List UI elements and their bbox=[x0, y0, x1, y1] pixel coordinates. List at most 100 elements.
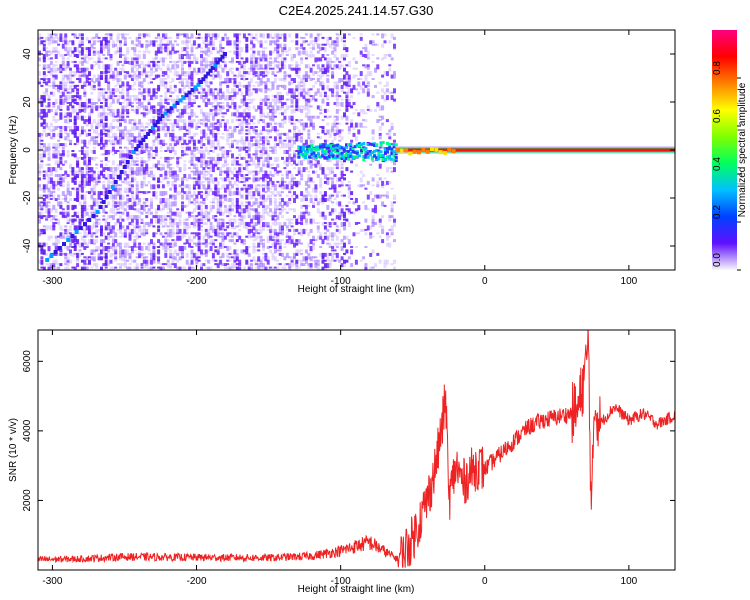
spectrogram-cell bbox=[219, 235, 223, 238]
spectrogram-cell bbox=[47, 33, 51, 37]
spectrogram-cell bbox=[207, 266, 211, 270]
spectrogram-cell bbox=[312, 95, 315, 101]
spectrogram-cell bbox=[264, 81, 268, 86]
spectrogram-cell bbox=[188, 136, 192, 139]
spectrogram-cell bbox=[288, 136, 292, 140]
spectrogram-cell bbox=[57, 84, 61, 89]
spectrogram-cell bbox=[52, 74, 56, 78]
spectrogram-cell bbox=[52, 150, 56, 154]
spectrogram-cell bbox=[314, 256, 318, 259]
spectrogram-cell bbox=[66, 64, 70, 69]
spectrogram-cell bbox=[138, 228, 142, 232]
spectrogram-cell bbox=[312, 64, 315, 67]
spectrogram-cell bbox=[78, 194, 82, 199]
spectrogram-cell bbox=[83, 102, 87, 107]
spectrogram-cell bbox=[309, 194, 313, 198]
spectrogram-cell bbox=[250, 191, 254, 194]
spectrogram-cell bbox=[223, 204, 227, 208]
spectrogram-cell bbox=[54, 67, 58, 73]
spectrogram-cell bbox=[343, 225, 346, 231]
spectrogram-cell bbox=[347, 60, 351, 64]
spectrogram-cell bbox=[262, 198, 265, 202]
spectrogram-cell bbox=[188, 201, 192, 205]
spectrogram-cell bbox=[288, 153, 292, 159]
spectrogram-cell bbox=[47, 98, 51, 101]
spectrogram-cell bbox=[228, 191, 232, 197]
spectrogram-cell bbox=[164, 235, 168, 241]
spectrogram-cell bbox=[104, 132, 108, 137]
spectrogram-cell bbox=[250, 194, 254, 200]
spectrogram-cell bbox=[176, 136, 180, 142]
spectrogram-cell bbox=[273, 78, 277, 83]
spectrogram-cell bbox=[204, 259, 208, 262]
spectrogram-cell bbox=[126, 71, 130, 75]
spectrogram-cell bbox=[152, 95, 156, 101]
spectrogram-cell bbox=[238, 60, 242, 65]
spectrogram-cell bbox=[107, 235, 111, 241]
spectrogram-cell bbox=[142, 232, 146, 237]
spectrogram-cell bbox=[104, 57, 108, 60]
spectrogram-cell bbox=[45, 88, 49, 93]
spectrogram-cell bbox=[281, 84, 284, 88]
spectrogram-cell bbox=[123, 259, 127, 265]
spectrogram-cell bbox=[245, 119, 249, 124]
spectrogram-cell bbox=[190, 91, 194, 96]
spectrogram-cell bbox=[157, 184, 161, 189]
spectrogram-cell bbox=[290, 105, 294, 108]
spectrogram-cell bbox=[130, 228, 134, 234]
spectrogram-cell bbox=[259, 50, 263, 53]
spectrogram-cell bbox=[314, 71, 318, 75]
spectrogram-cell bbox=[116, 163, 120, 167]
spectrogram-cell bbox=[304, 102, 308, 106]
spectrogram-cell bbox=[38, 208, 41, 211]
spectrogram-cell bbox=[307, 174, 311, 179]
spectrogram-cell bbox=[171, 108, 175, 113]
spectrogram-cell bbox=[104, 74, 108, 79]
spectrogram-cell bbox=[161, 84, 165, 87]
spectrogram-cell bbox=[90, 126, 94, 130]
spectrogram-cell bbox=[152, 246, 156, 249]
spectrogram-cell bbox=[126, 177, 130, 180]
spectrogram-cell bbox=[200, 67, 203, 73]
spectrogram-cell bbox=[166, 98, 170, 101]
spectrogram-cell bbox=[164, 252, 168, 258]
spectrogram-cell bbox=[207, 211, 211, 215]
spectrogram-cell bbox=[183, 122, 187, 127]
spectrogram-cell bbox=[216, 102, 220, 107]
spectrogram-cell bbox=[100, 40, 103, 46]
spectrogram-cell bbox=[71, 95, 75, 99]
spectrogram-cell bbox=[195, 122, 199, 127]
spectrogram-cell bbox=[266, 122, 270, 128]
spectrogram-cell bbox=[285, 252, 289, 258]
spectrogram-cell bbox=[59, 160, 63, 165]
spectrogram-cell bbox=[119, 266, 122, 269]
spectrogram-cell bbox=[171, 146, 175, 151]
spectrogram-cell bbox=[221, 163, 225, 168]
spectrogram-cell bbox=[64, 252, 68, 256]
spectrogram-cell bbox=[333, 136, 337, 141]
spectrogram-cell bbox=[78, 78, 82, 83]
spectrogram-cell bbox=[142, 177, 146, 181]
spectrogram-cell bbox=[40, 232, 44, 235]
spectrogram-cell bbox=[64, 266, 68, 270]
spectrogram-cell bbox=[119, 242, 122, 246]
spectrogram-cell bbox=[240, 146, 244, 151]
spectrogram-cell bbox=[66, 50, 70, 56]
spectrogram-cell bbox=[219, 105, 223, 109]
spectrogram-cell bbox=[250, 136, 254, 140]
spectrogram-cell bbox=[262, 246, 265, 251]
spectrogram-cell bbox=[128, 235, 132, 241]
spectrogram-cell bbox=[147, 71, 151, 74]
spectrogram-cell bbox=[304, 222, 308, 225]
spectrogram-cell bbox=[359, 146, 363, 150]
spectrogram-cell bbox=[128, 228, 132, 234]
spectrogram-cell bbox=[147, 60, 151, 65]
spectrogram-cell bbox=[123, 74, 127, 80]
spectrogram-cell bbox=[262, 136, 265, 140]
spectrogram-cell bbox=[111, 208, 115, 212]
spectrogram-cell bbox=[347, 191, 351, 195]
spectrogram-cell bbox=[131, 270, 134, 274]
spectrogram-cell bbox=[259, 33, 263, 38]
spectrogram-cell bbox=[49, 40, 53, 45]
spectrogram-cell bbox=[130, 167, 134, 172]
